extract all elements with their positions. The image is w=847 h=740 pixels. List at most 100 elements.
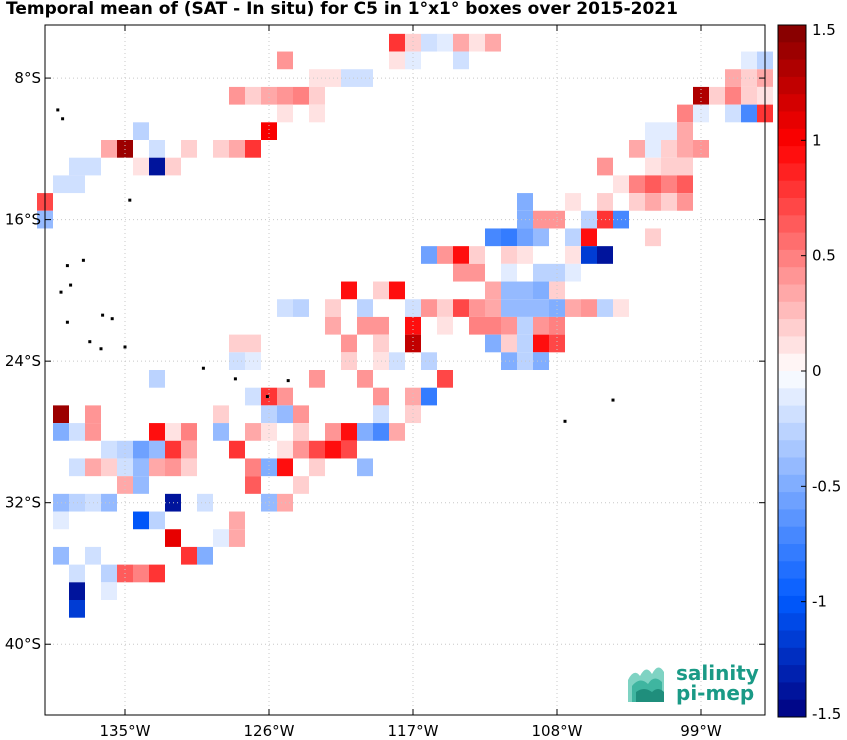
- map-cell: [277, 104, 293, 123]
- colorbar-step: [778, 76, 806, 95]
- colorbar-step: [778, 388, 806, 406]
- map-cell: [341, 281, 357, 300]
- map-cell: [53, 546, 69, 565]
- island-dot: [61, 117, 65, 121]
- y-axis-ticks: 8°S 16°S 24°S 32°S 40°S: [5, 69, 765, 653]
- colorbar-step: [778, 42, 806, 60]
- map-cell: [69, 582, 85, 600]
- colorbar-step: [778, 111, 806, 130]
- colorbar-step: [778, 561, 806, 579]
- map-cell: [181, 440, 197, 459]
- map-cell: [389, 423, 405, 441]
- map-frame: [44, 24, 766, 716]
- map-cell: [357, 299, 373, 317]
- island-dot: [69, 283, 73, 287]
- map-cell: [741, 86, 757, 105]
- map-cell: [741, 104, 757, 123]
- map-cell: [261, 405, 277, 424]
- map-cell: [453, 299, 469, 317]
- map-cell: [117, 458, 133, 477]
- map-cell: [325, 440, 341, 459]
- map-cell: [101, 440, 117, 459]
- map-cell: [357, 370, 373, 388]
- map-cell: [693, 140, 709, 158]
- x-tick-label: 108°W: [532, 722, 583, 740]
- map-cell: [133, 564, 149, 583]
- map-cell: [549, 281, 565, 300]
- map-cell: [517, 246, 533, 264]
- map-cell: [261, 122, 277, 140]
- map-cell: [533, 263, 549, 282]
- map-cell: [533, 299, 549, 317]
- map-cell: [245, 476, 261, 494]
- map-cell: [485, 281, 501, 300]
- map-cell: [517, 193, 533, 211]
- map-cell: [53, 423, 69, 441]
- colorbar: [777, 24, 807, 718]
- colorbar-step: [778, 613, 806, 631]
- map-cell: [293, 440, 309, 459]
- map-cell: [277, 86, 293, 105]
- map-cell: [485, 228, 501, 247]
- map-cell: [341, 334, 357, 353]
- map-cell: [277, 405, 293, 424]
- colorbar-step: [778, 544, 806, 562]
- map-cell: [517, 299, 533, 317]
- map-cell: [533, 281, 549, 300]
- map-cell: [661, 140, 677, 158]
- map-cell: [245, 334, 261, 353]
- map-cell: [229, 334, 245, 353]
- colorbar-step: [778, 198, 806, 216]
- map-cell: [645, 175, 661, 194]
- map-cell: [373, 334, 389, 353]
- colorbar-step: [778, 128, 806, 147]
- map-cell: [517, 281, 533, 300]
- map-cell: [437, 246, 453, 264]
- map-cell: [133, 440, 149, 459]
- map-cell: [405, 405, 421, 424]
- map-cell: [149, 458, 165, 477]
- map-cell: [645, 140, 661, 158]
- island-dot: [81, 258, 85, 262]
- colorbar-step: [778, 665, 806, 683]
- colorbar-step: [778, 146, 806, 164]
- map-cell: [309, 104, 325, 123]
- map-cell: [629, 140, 645, 158]
- colorbar-step: [778, 371, 806, 389]
- colorbar-step: [778, 163, 806, 182]
- colorbar-tick-label: -1: [812, 593, 827, 611]
- map-cell: [645, 193, 661, 211]
- map-cell: [101, 582, 117, 600]
- map-cell: [261, 423, 277, 441]
- map-cell: [277, 440, 293, 459]
- map-cell: [549, 334, 565, 353]
- map-cell: [437, 370, 453, 388]
- map-cell: [181, 546, 197, 565]
- map-cell: [53, 511, 69, 530]
- island-markers: [56, 108, 615, 423]
- map-cell: [245, 140, 261, 158]
- map-cell: [277, 458, 293, 477]
- map-cell: [565, 263, 581, 282]
- map-cell: [309, 458, 325, 477]
- map-cell: [421, 387, 437, 406]
- map-cell: [149, 157, 165, 176]
- map-cell: [293, 423, 309, 441]
- map-cell: [373, 281, 389, 300]
- map-cell: [437, 316, 453, 335]
- map-cell: [165, 440, 181, 459]
- map-cell: [69, 175, 85, 194]
- map-cell: [741, 51, 757, 70]
- map-cell: [245, 387, 261, 406]
- map-cell: [117, 476, 133, 494]
- map-cell: [597, 299, 613, 317]
- y-tick-label: 8°S: [14, 69, 41, 87]
- map-cell: [565, 228, 581, 247]
- map-cell: [101, 564, 117, 583]
- island-dot: [286, 379, 290, 383]
- map-cell: [261, 387, 277, 406]
- island-dot: [65, 320, 69, 324]
- map-cell: [661, 157, 677, 176]
- island-dot: [65, 264, 69, 268]
- island-dot: [56, 108, 60, 112]
